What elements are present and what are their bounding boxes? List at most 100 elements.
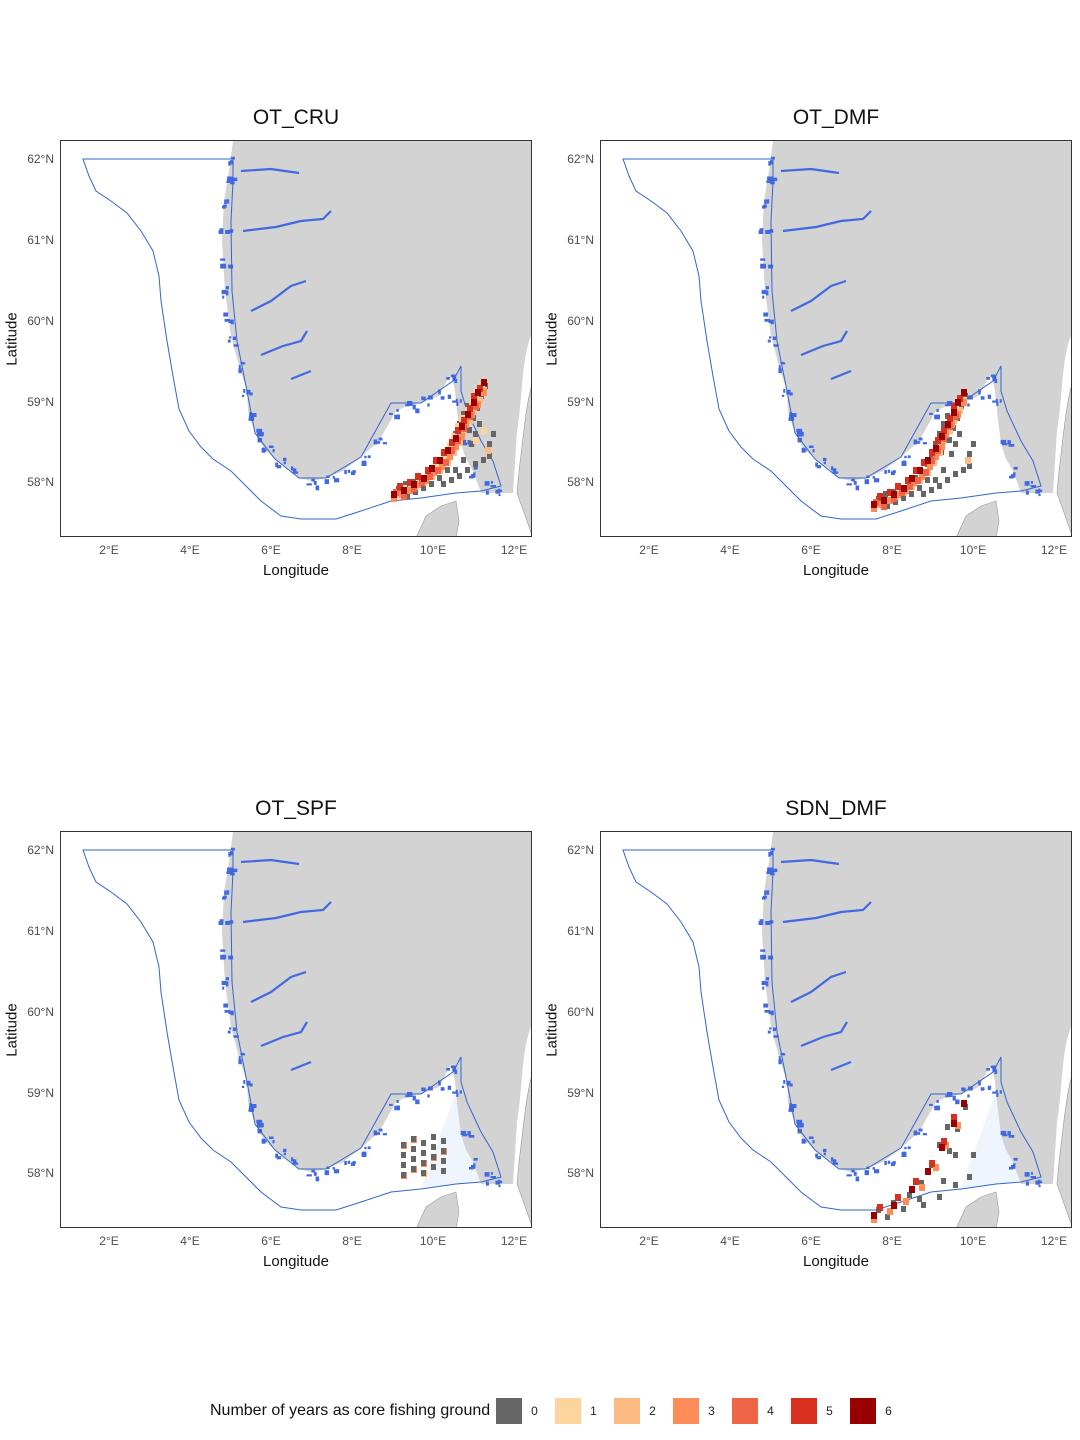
y-tick-58n: 58°N bbox=[27, 1166, 54, 1180]
coast-island bbox=[447, 394, 452, 399]
map-panel-ot-cru: OT_CRU Latitude Longitude 62°N 61°N 60°N… bbox=[0, 0, 540, 579]
coast-island bbox=[853, 480, 857, 485]
fishing-cell bbox=[925, 477, 930, 483]
fishing-cell bbox=[911, 479, 917, 486]
coast-island bbox=[789, 1083, 793, 1087]
fishing-cell bbox=[467, 427, 472, 433]
coast-island bbox=[389, 412, 393, 415]
fishing-cell bbox=[941, 1178, 946, 1184]
coast-island bbox=[955, 1099, 960, 1105]
fishing-cell bbox=[477, 421, 482, 427]
fishing-cell bbox=[891, 491, 897, 498]
fishing-cell bbox=[463, 421, 469, 428]
map-svg bbox=[82, 141, 531, 536]
coast-island bbox=[427, 1094, 430, 1098]
coast-island bbox=[872, 1167, 875, 1170]
fishing-cell bbox=[933, 453, 939, 460]
coast-island bbox=[490, 481, 493, 484]
coast-island bbox=[485, 1181, 489, 1186]
coast-island bbox=[222, 895, 227, 899]
coast-island bbox=[222, 295, 225, 299]
fishing-cell bbox=[967, 463, 972, 469]
y-tick-61n: 61°N bbox=[27, 233, 54, 247]
x-axis-label: Longitude bbox=[263, 1253, 329, 1270]
fishing-cell bbox=[431, 469, 437, 476]
coast-island bbox=[768, 1010, 773, 1015]
fishing-cell bbox=[437, 475, 442, 481]
y-tick-61n: 61°N bbox=[567, 233, 594, 247]
sweden-landmass bbox=[1056, 386, 1071, 534]
fishing-cell bbox=[895, 483, 901, 490]
fishing-cell bbox=[415, 473, 421, 480]
coast-island bbox=[766, 890, 770, 895]
coast-island bbox=[230, 181, 235, 185]
fishing-cell bbox=[445, 447, 451, 454]
coast-island bbox=[987, 1085, 992, 1090]
coast-island bbox=[350, 1162, 355, 1166]
panel-title: OT_CRU bbox=[252, 106, 340, 129]
coast-island bbox=[766, 290, 769, 296]
coast-island bbox=[283, 1148, 287, 1153]
fishing-cell bbox=[907, 1192, 912, 1198]
coast-island bbox=[773, 177, 778, 182]
coast-island bbox=[994, 378, 998, 384]
coast-island bbox=[904, 1146, 907, 1150]
coast-island bbox=[772, 1027, 776, 1031]
fishing-cell bbox=[407, 479, 413, 486]
norway-landmass bbox=[762, 832, 1071, 1184]
coast-island bbox=[225, 921, 231, 925]
coast-island bbox=[468, 1135, 475, 1138]
fishing-cell bbox=[921, 1202, 926, 1208]
coast-island bbox=[227, 339, 231, 343]
coast-island bbox=[760, 954, 766, 960]
fishing-cell bbox=[457, 473, 462, 479]
fishing-cell bbox=[425, 467, 431, 474]
fishing-cell bbox=[447, 453, 453, 460]
coast-island bbox=[1030, 481, 1033, 484]
coast-island bbox=[347, 1160, 351, 1164]
fishing-cell bbox=[441, 1138, 446, 1144]
coast-island bbox=[272, 449, 275, 453]
fishing-cell bbox=[441, 1148, 446, 1154]
coastline bbox=[758, 156, 1043, 497]
coast-island bbox=[1000, 439, 1007, 444]
coast-island bbox=[412, 404, 416, 410]
coast-island bbox=[473, 1163, 476, 1167]
y-tick-58n: 58°N bbox=[567, 1166, 594, 1180]
fjord-line bbox=[782, 210, 872, 233]
fishing-cell bbox=[953, 441, 958, 447]
coast-island bbox=[803, 1140, 807, 1143]
y-axis-label: Latitude bbox=[543, 1003, 561, 1057]
y-axis-label: Latitude bbox=[543, 312, 561, 366]
coast-island bbox=[1025, 490, 1029, 495]
denmark-landmass bbox=[416, 1191, 460, 1227]
x-tick-6e: 6°E bbox=[801, 1234, 821, 1248]
fishing-cell bbox=[421, 485, 426, 491]
fishing-cell bbox=[401, 1152, 406, 1158]
denmark-landmass bbox=[956, 1191, 1000, 1227]
fishing-cell bbox=[391, 495, 397, 502]
coast-island bbox=[994, 1069, 998, 1075]
coast-island bbox=[490, 1176, 496, 1179]
coast-island bbox=[219, 228, 224, 231]
fjord-line bbox=[240, 167, 300, 175]
coast-island bbox=[306, 1174, 312, 1177]
coast-island bbox=[851, 1169, 855, 1173]
fishing-cell bbox=[951, 1120, 957, 1127]
coast-island bbox=[490, 1172, 493, 1175]
x-tick-10e: 10°E bbox=[419, 543, 447, 557]
coast-island bbox=[996, 401, 999, 406]
map-plot-area bbox=[600, 140, 1072, 537]
coast-island bbox=[778, 1059, 782, 1065]
coast-island bbox=[1008, 444, 1015, 447]
fishing-cell bbox=[961, 467, 966, 473]
coast-island bbox=[913, 1130, 917, 1136]
y-tick-59n: 59°N bbox=[567, 1086, 594, 1100]
denmark-landmass bbox=[956, 500, 1000, 536]
coast-island bbox=[361, 461, 367, 466]
coast-island bbox=[1030, 1172, 1033, 1175]
fishing-cell bbox=[435, 467, 441, 474]
fishing-cell bbox=[953, 1182, 958, 1188]
legend-swatch bbox=[555, 1398, 582, 1424]
fishing-cell bbox=[917, 467, 923, 474]
